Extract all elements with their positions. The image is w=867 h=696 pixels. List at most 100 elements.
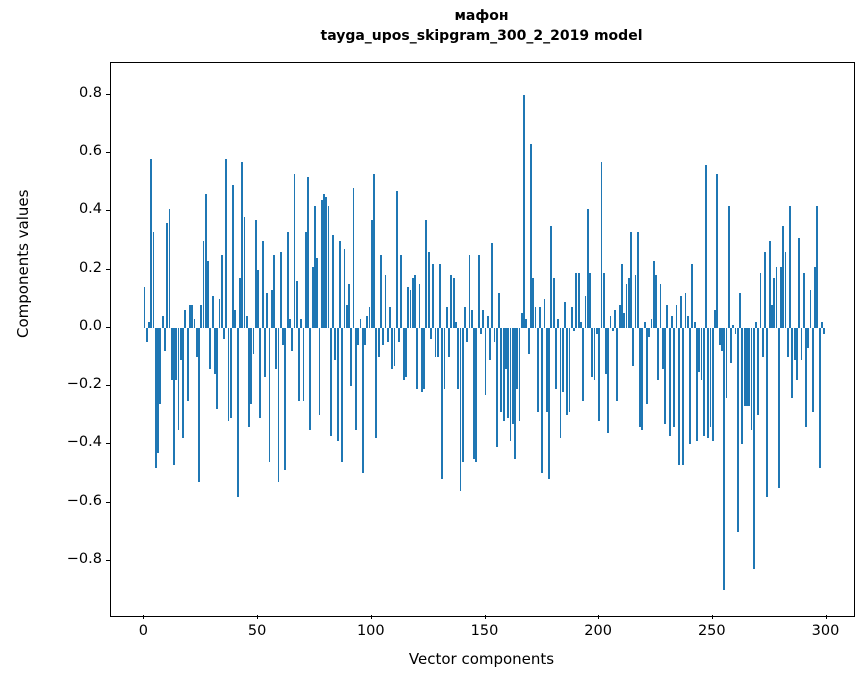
bar	[573, 327, 576, 331]
bar	[300, 319, 303, 328]
bar	[816, 205, 819, 328]
y-tick-label: 0.6	[78, 143, 102, 160]
bar	[561, 327, 564, 392]
bar	[695, 327, 698, 442]
bar	[536, 327, 539, 413]
bar	[395, 191, 398, 328]
bar	[630, 231, 632, 328]
bar	[796, 327, 798, 381]
bar	[541, 327, 544, 474]
bar	[268, 327, 271, 462]
bar	[470, 310, 473, 328]
bar	[523, 95, 525, 328]
bar	[711, 327, 714, 442]
bar	[516, 327, 519, 389]
bar	[632, 327, 635, 366]
bar	[657, 327, 660, 381]
bar	[198, 327, 200, 483]
bar	[166, 223, 169, 328]
bar	[764, 252, 766, 328]
bar	[154, 327, 157, 468]
bar	[693, 322, 696, 328]
bar	[452, 278, 455, 328]
bar	[357, 327, 360, 346]
bar	[361, 327, 364, 474]
bar	[173, 327, 175, 465]
bar	[723, 327, 726, 590]
bar	[586, 208, 589, 328]
bar	[370, 220, 373, 328]
bar	[532, 278, 535, 328]
bar	[445, 307, 448, 328]
bar	[514, 327, 516, 459]
bar	[234, 310, 237, 328]
bar	[534, 307, 537, 328]
bar	[473, 327, 475, 459]
y-tick-label: −0.6	[66, 492, 102, 509]
bar	[157, 327, 159, 453]
x-tick-mark	[825, 615, 827, 619]
bar	[236, 327, 239, 497]
bar	[650, 319, 653, 328]
y-tick-mark	[106, 210, 110, 212]
bar	[364, 327, 366, 346]
bar	[600, 161, 603, 328]
bar	[186, 327, 189, 401]
bar	[436, 327, 439, 357]
bar	[261, 240, 264, 328]
bar	[211, 295, 214, 328]
bar	[575, 272, 578, 328]
bar	[507, 327, 510, 419]
bar	[773, 278, 776, 328]
bar	[245, 316, 248, 328]
bar	[207, 260, 209, 328]
bar	[150, 159, 153, 328]
bar	[464, 307, 466, 328]
y-tick-mark	[106, 152, 110, 154]
bar	[736, 327, 739, 532]
bar	[580, 322, 582, 328]
y-tick-label: 0.2	[78, 259, 102, 276]
bar	[259, 327, 262, 419]
bar	[645, 327, 648, 404]
bar	[291, 327, 294, 352]
bar	[584, 295, 587, 328]
bar	[282, 327, 284, 346]
bar	[175, 327, 178, 381]
y-tick-mark	[106, 94, 110, 95]
bar	[495, 327, 498, 448]
bar	[570, 307, 573, 328]
bar	[700, 327, 703, 381]
bar	[698, 327, 701, 372]
bar	[780, 266, 782, 328]
bar	[618, 304, 621, 328]
bar	[791, 327, 794, 398]
chart-title-line-2: tayga_upos_skipgram_300_2_2019 model	[320, 28, 643, 44]
bar	[407, 287, 410, 328]
bar	[332, 234, 335, 328]
chart-title: мафон tayga_upos_skipgram_300_2_2019 mod…	[110, 6, 853, 46]
bar	[730, 327, 732, 363]
y-tick-mark	[106, 326, 110, 328]
bar	[457, 327, 460, 389]
bar	[668, 327, 671, 436]
bar	[275, 327, 278, 369]
bar	[643, 322, 646, 328]
bar	[557, 319, 560, 328]
bar	[232, 185, 234, 328]
bar	[771, 304, 773, 328]
bar	[318, 327, 321, 416]
bar	[393, 327, 396, 366]
bar	[734, 327, 737, 334]
y-tick-label: 0.0	[78, 317, 102, 334]
bar	[675, 304, 678, 328]
bar	[527, 327, 530, 355]
bar	[727, 205, 730, 328]
bar	[550, 225, 553, 328]
bar	[680, 295, 682, 328]
bar	[559, 327, 562, 439]
bar	[502, 327, 505, 421]
bar	[348, 284, 350, 328]
bar	[598, 327, 601, 421]
bar	[400, 255, 403, 328]
